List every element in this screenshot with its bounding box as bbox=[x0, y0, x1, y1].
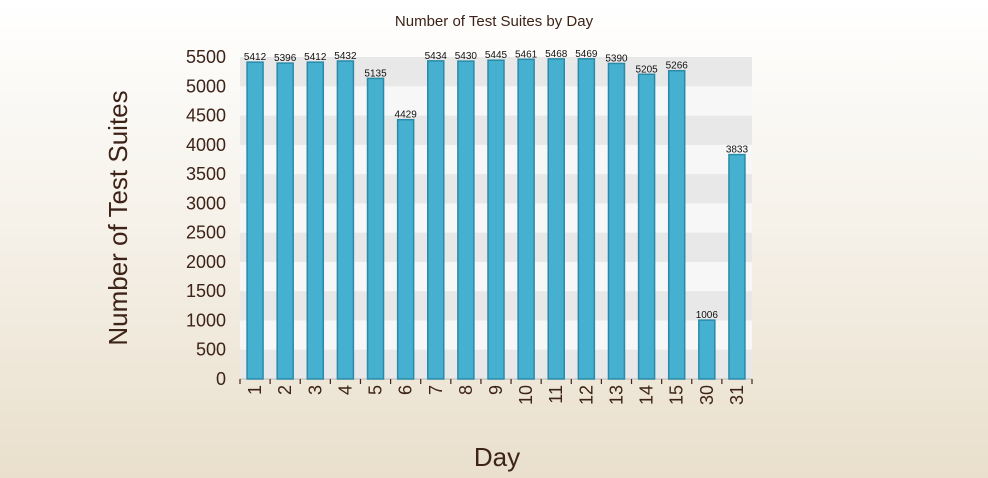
y-tick-label: 1500 bbox=[186, 281, 226, 301]
bar-value-label: 3833 bbox=[726, 145, 749, 156]
bar bbox=[306, 61, 325, 380]
y-tick-label: 2500 bbox=[186, 223, 226, 243]
x-tick-label: 2 bbox=[275, 385, 295, 395]
y-tick-label: 5000 bbox=[186, 76, 226, 96]
bar bbox=[667, 69, 686, 380]
x-tick-label: 13 bbox=[606, 385, 626, 405]
x-tick-label: 31 bbox=[727, 385, 747, 405]
bar bbox=[276, 62, 294, 380]
x-tick-label: 4 bbox=[335, 385, 355, 395]
bar-value-label: 5266 bbox=[666, 61, 689, 72]
bar-value-label: 5412 bbox=[304, 52, 327, 63]
x-tick-label: 7 bbox=[426, 385, 446, 395]
bar-value-label: 5434 bbox=[425, 51, 448, 62]
x-tick-label: 9 bbox=[486, 385, 506, 395]
y-axis-title: Number of Test Suites bbox=[103, 90, 133, 345]
bar bbox=[366, 77, 385, 380]
y-tick-label: 2000 bbox=[186, 252, 226, 272]
bar-value-label: 5390 bbox=[605, 53, 628, 64]
x-tick-label: 8 bbox=[456, 385, 476, 395]
bar-value-label: 5461 bbox=[515, 49, 538, 60]
bar bbox=[336, 60, 355, 380]
bar-value-label: 5135 bbox=[364, 68, 387, 79]
x-tick-label: 12 bbox=[576, 385, 596, 405]
bar-value-label: 5445 bbox=[485, 50, 508, 61]
bar-value-label: 5205 bbox=[635, 64, 658, 75]
chart-title: Number of Test Suites by Day bbox=[395, 13, 594, 30]
x-tick-label: 1 bbox=[245, 385, 265, 395]
x-tick-label: 15 bbox=[667, 385, 687, 405]
bar bbox=[457, 60, 475, 380]
bar bbox=[487, 59, 505, 380]
bar-value-label: 5469 bbox=[575, 49, 598, 60]
bar-value-label: 5432 bbox=[334, 51, 357, 62]
x-tick-label: 5 bbox=[366, 385, 386, 395]
bar-value-label: 5430 bbox=[455, 51, 478, 62]
bar bbox=[728, 153, 746, 380]
bar-value-label: 4429 bbox=[395, 110, 418, 121]
x-tick-label: 10 bbox=[516, 385, 536, 405]
bar-value-label: 5468 bbox=[545, 49, 568, 60]
y-tick-label: 3500 bbox=[186, 164, 226, 184]
bar bbox=[246, 61, 264, 380]
y-tick-label: 4000 bbox=[186, 135, 226, 155]
y-tick-label: 3000 bbox=[186, 193, 226, 213]
bar bbox=[547, 58, 565, 380]
y-tick-label: 500 bbox=[196, 340, 226, 360]
y-tick-label: 1000 bbox=[186, 310, 226, 330]
bar-value-label: 5412 bbox=[244, 52, 267, 63]
bar bbox=[607, 62, 626, 380]
bars: 5412 5396 5412 5432 5135 4429 5434 5430 5445 5461… bbox=[244, 49, 749, 380]
bar-value-label: 1006 bbox=[696, 310, 719, 321]
bar bbox=[577, 58, 596, 380]
x-tick-label: 3 bbox=[305, 385, 325, 395]
bar bbox=[517, 58, 535, 380]
x-axis-title: Day bbox=[474, 442, 520, 472]
y-axis-ticks: 0 500 1000 1500 2000 2500 3000 3500 4000 4500 5000… bbox=[186, 47, 226, 389]
x-tick-label: 11 bbox=[546, 385, 566, 404]
y-tick-label: 4500 bbox=[186, 106, 226, 126]
bar bbox=[427, 60, 445, 380]
x-axis-ticks: 1 2 3 4 5 6 7 8 9 10 11 12 13 14 15 30 31 bbox=[239, 379, 753, 405]
x-tick-label: 14 bbox=[637, 385, 657, 405]
x-tick-label: 30 bbox=[697, 385, 717, 405]
bar-value-label: 5396 bbox=[274, 53, 297, 64]
y-tick-label: 5500 bbox=[186, 47, 226, 67]
bar bbox=[396, 118, 415, 380]
y-tick-label: 0 bbox=[216, 369, 226, 389]
x-tick-label: 6 bbox=[396, 385, 416, 395]
bar bbox=[698, 319, 716, 380]
bar bbox=[637, 73, 656, 380]
